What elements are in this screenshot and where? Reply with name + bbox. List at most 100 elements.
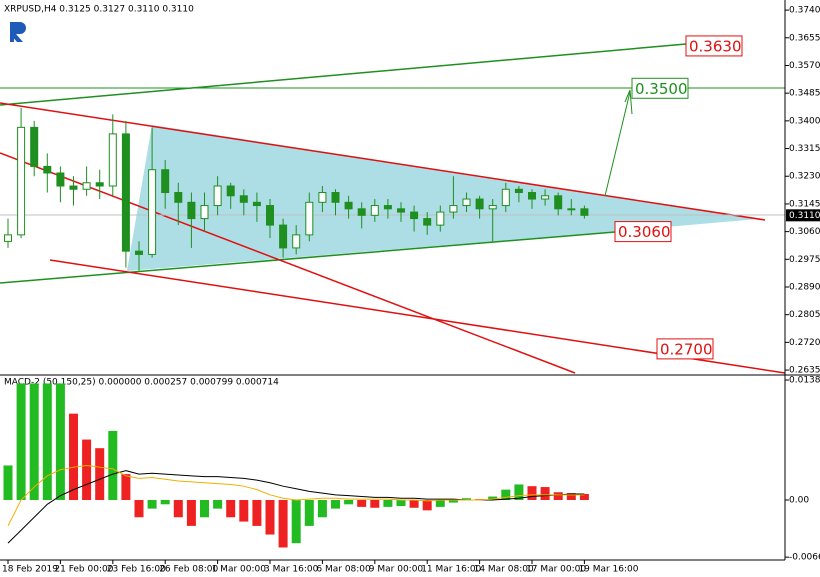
annotation-box — [656, 338, 714, 360]
candle-body — [279, 224, 288, 249]
histogram-bar — [566, 493, 576, 500]
histogram-bar — [226, 499, 236, 518]
arrow — [604, 91, 631, 197]
y-tick-label: 0.00 — [789, 495, 809, 505]
candle-body — [580, 208, 589, 216]
annotation-label: 0.3630 — [689, 37, 742, 55]
x-tick-label: 18 Feb 2019 — [2, 565, 58, 575]
y-tick-label: 0.3145 — [789, 199, 820, 209]
y-tick-label: -0.00662 — [789, 553, 820, 563]
y-tick-label: 0.3740 — [789, 6, 820, 16]
histogram-bar — [331, 499, 340, 509]
y-tick-label: 0.2720 — [789, 338, 820, 348]
last-price-box — [786, 209, 820, 222]
histogram-bar — [462, 498, 471, 500]
histogram-bar — [173, 499, 183, 518]
trend-line — [0, 102, 766, 221]
candle-body — [30, 126, 39, 167]
candle-body — [108, 133, 117, 187]
candle-body — [344, 201, 353, 210]
histogram-bar — [317, 499, 327, 518]
candle-body — [501, 188, 510, 207]
histogram-bar — [160, 499, 170, 505]
histogram-bar — [344, 499, 354, 505]
candle-body — [239, 195, 248, 203]
candle-body — [252, 201, 261, 207]
candle-body — [56, 172, 65, 187]
candle-body — [17, 126, 26, 236]
x-tick-label: 9 Mar 00:00 — [369, 565, 424, 575]
histogram-bar — [357, 499, 367, 507]
last-price-label: 0.3110 — [789, 211, 820, 221]
candle-body — [200, 205, 209, 220]
histogram-bar — [278, 499, 288, 548]
candle-body — [488, 205, 497, 210]
candle-body — [121, 133, 130, 252]
histogram-bar — [134, 499, 144, 518]
histogram-bar — [291, 499, 301, 544]
y-tick-label: 0.3400 — [789, 116, 820, 126]
histogram-bar — [55, 383, 65, 500]
histogram-bar — [488, 496, 498, 500]
histogram-bar — [213, 499, 223, 509]
histogram-bar — [370, 499, 380, 508]
histogram-bar — [540, 487, 550, 500]
candle-body — [397, 208, 405, 213]
candle-body — [554, 195, 563, 210]
candle-body — [226, 185, 235, 197]
indicator-line — [7, 470, 585, 544]
candle-body — [266, 205, 274, 226]
histogram-bar — [186, 499, 196, 526]
candle-body — [82, 182, 91, 190]
histogram-bar — [252, 499, 262, 526]
candle-body — [4, 234, 12, 242]
histogram-bar — [69, 413, 78, 500]
candle-body — [69, 185, 78, 190]
candle-body — [213, 185, 222, 207]
histogram-bar — [265, 499, 275, 535]
candle-body — [514, 188, 523, 194]
trend-line — [0, 43, 687, 106]
x-tick-label: 11 Mar 16:00 — [421, 565, 481, 575]
annotation-label: 0.3500 — [635, 80, 688, 98]
y-tick-label: 0.2635 — [789, 366, 820, 376]
candle-body — [449, 205, 458, 213]
histogram-bar — [95, 448, 105, 500]
candle-body — [43, 165, 52, 174]
histogram-bar — [527, 486, 537, 500]
chart-title: XRPUSD,H4 0.3125 0.3127 0.3110 0.3110 — [4, 5, 194, 15]
indicator-line — [7, 464, 585, 527]
x-tick-label: 3 Mar 16:00 — [264, 565, 319, 575]
histogram-bar — [422, 499, 432, 511]
x-tick-label: 17 Mar 00:00 — [526, 565, 586, 575]
candle-body — [305, 201, 314, 236]
histogram-bar — [409, 499, 419, 508]
histogram-bar — [108, 430, 118, 500]
arrow-head — [624, 89, 633, 115]
histogram-bar — [501, 489, 511, 500]
y-tick-label: 0.3485 — [789, 89, 820, 99]
histogram-bar — [396, 499, 406, 507]
histogram-bar — [448, 499, 458, 503]
histogram-bar — [121, 474, 131, 500]
candle-body — [187, 201, 196, 220]
candle-body — [436, 211, 445, 226]
candle-body — [475, 198, 484, 210]
histogram-bar — [147, 499, 157, 509]
trend-line — [0, 231, 616, 284]
x-tick-label: 1 Mar 00:00 — [212, 565, 267, 575]
trend-line — [0, 152, 576, 374]
histogram-bar — [239, 499, 249, 522]
annotation-box — [631, 77, 689, 99]
candle-body — [135, 250, 143, 255]
histogram-bar — [304, 499, 314, 526]
x-tick-label: 6 Mar 08:00 — [316, 565, 371, 575]
x-tick-label: 23 Feb 16:00 — [107, 565, 166, 575]
y-tick-label: 0.3060 — [789, 227, 820, 237]
x-tick-label: 21 Feb 00:00 — [54, 565, 113, 575]
candle-body — [462, 198, 471, 207]
candle-body — [318, 192, 327, 203]
candle-body — [161, 169, 170, 194]
candle-body — [567, 208, 576, 211]
